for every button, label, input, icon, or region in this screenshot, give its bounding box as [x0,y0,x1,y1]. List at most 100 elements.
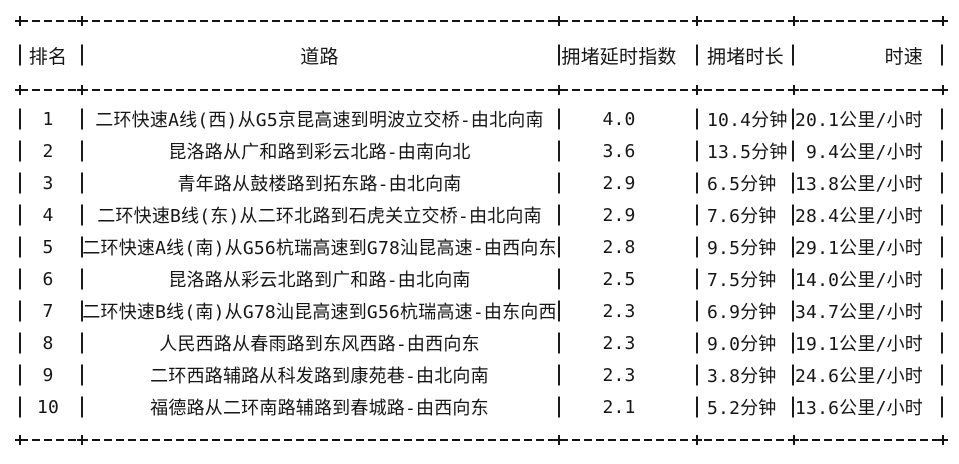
rank-cell: 7 [42,300,54,322]
border-plus-icon [77,16,87,26]
speed-cell: 34.7公里/小时 [795,302,923,323]
duration-cell: 7.6分钟 [707,206,777,227]
rank-cell: 4 [42,204,54,226]
border-plus-icon [554,85,564,95]
column-divider [792,172,794,194]
table-row: 3 青年路从鼓楼路到拓东路-由北向南 2.9 6.5分钟 13.8公里/小时 [0,167,959,199]
border-plus-icon [15,435,25,445]
table-row: 1 二环快速A线(西)从G5京昆高速到明波立交桥-由北向南 4.0 10.4分钟… [0,103,959,135]
delay-index-cell: 2.3 [602,300,636,322]
column-divider [792,332,794,354]
column-divider [696,268,698,290]
column-divider [792,44,794,66]
column-divider [792,300,794,322]
column-divider [19,140,21,162]
column-divider [81,204,83,226]
delay-index-cell: 2.3 [602,332,636,354]
speed-cell: 9.4公里/小时 [806,142,923,163]
column-divider [558,268,560,290]
column-divider [81,332,83,354]
border-plus-icon [692,16,702,26]
speed-cell: 29.1公里/小时 [795,238,923,259]
table-header-separator [15,85,948,95]
duration-cell: 10.4分钟 [707,110,788,131]
column-divider [792,140,794,162]
border-plus-icon [77,435,87,445]
delay-index-cell: 2.8 [602,236,636,258]
table-row: 5 二环快速A线(南)从G56杭瑞高速到G78汕昆高速-由西向东 2.8 9.5… [0,231,959,263]
border-plus-icon [938,435,948,445]
column-divider [81,268,83,290]
road-cell: 福德路从二环南路辅路到春城路-由西向东 [150,398,489,419]
border-plus-icon [554,435,564,445]
column-divider [941,364,943,386]
header-speed: 时速 [884,45,923,68]
border-plus-icon [938,85,948,95]
border-plus-icon [938,16,948,26]
road-cell: 二环快速B线(南)从G78汕昆高速到G56杭瑞高速-由东向西 [82,302,557,323]
column-divider [696,44,698,66]
rank-cell: 1 [42,108,54,130]
column-divider [19,204,21,226]
rank-cell: 8 [42,332,54,354]
column-divider [558,172,560,194]
column-divider [941,300,943,322]
column-divider [81,108,83,130]
duration-cell: 13.5分钟 [707,142,788,163]
delay-index-cell: 4.0 [602,108,636,130]
speed-cell: 20.1公里/小时 [795,110,923,131]
table-body: 1 二环快速A线(西)从G5京昆高速到明波立交桥-由北向南 4.0 10.4分钟… [0,90,959,440]
table-top-border [15,16,948,26]
road-cell: 二环快速A线(南)从G56杭瑞高速到G78汕昆高速-由西向东 [82,238,557,259]
rank-cell: 3 [42,172,54,194]
border-plus-icon [789,435,799,445]
column-divider [792,108,794,130]
column-divider [558,300,560,322]
column-divider [81,236,83,258]
header-duration: 拥堵时长 [707,45,784,68]
column-divider [696,396,698,418]
duration-cell: 5.2分钟 [707,398,777,419]
rank-cell: 6 [42,268,54,290]
speed-cell: 24.6公里/小时 [795,366,923,387]
column-divider [941,204,943,226]
road-cell: 人民西路从春雨路到东风西路-由西向东 [159,334,480,355]
column-divider [558,204,560,226]
column-divider [19,172,21,194]
table-row: 7 二环快速B线(南)从G78汕昆高速到G56杭瑞高速-由东向西 2.3 6.9… [0,295,959,327]
column-divider [19,332,21,354]
column-divider [696,108,698,130]
column-divider [19,108,21,130]
speed-cell: 13.6公里/小时 [795,398,923,419]
duration-cell: 7.5分钟 [707,270,777,291]
rank-cell: 9 [42,364,54,386]
delay-index-cell: 2.3 [602,364,636,386]
border-plus-icon [789,16,799,26]
column-divider [696,204,698,226]
column-divider [19,364,21,386]
header-delay-index: 拥堵延时指数 [561,45,677,68]
road-cell: 二环快速A线(西)从G5京昆高速到明波立交桥-由北向南 [95,110,544,131]
column-divider [941,172,943,194]
header-road: 道路 [300,45,339,68]
border-plus-icon [15,16,25,26]
border-plus-icon [789,85,799,95]
column-divider [81,300,83,322]
border-plus-icon [15,85,25,95]
border-plus-icon [554,16,564,26]
duration-cell: 3.8分钟 [707,366,777,387]
column-divider [558,140,560,162]
road-cell: 二环西路辅路从科发路到康苑巷-由北向南 [150,366,489,387]
delay-index-cell: 3.6 [602,140,636,162]
column-divider [792,364,794,386]
column-divider [558,364,560,386]
delay-index-cell: 2.9 [602,204,636,226]
table-row: 2 昆洛路从广和路到彩云北路-由南向北 3.6 13.5分钟 9.4公里/小时 [0,135,959,167]
column-divider [19,236,21,258]
column-divider [792,236,794,258]
column-divider [696,332,698,354]
border-plus-icon [77,85,87,95]
column-divider [558,108,560,130]
column-divider [19,300,21,322]
